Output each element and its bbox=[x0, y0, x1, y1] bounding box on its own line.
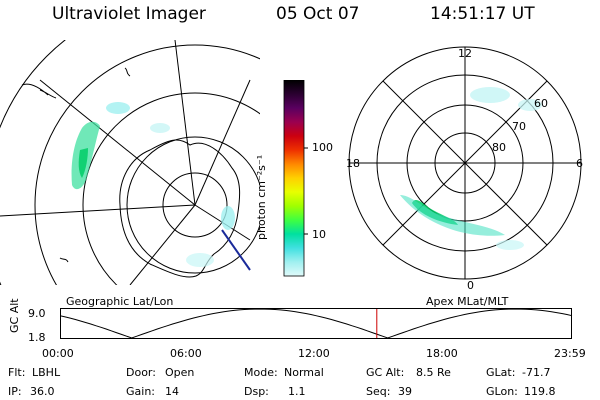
colorbar-rect bbox=[283, 80, 305, 277]
dsp-value: 1.1 bbox=[288, 385, 306, 398]
mlt-line bbox=[382, 80, 548, 246]
meridian bbox=[0, 204, 196, 217]
timeline-tick-0: 00:00 bbox=[42, 347, 74, 360]
lat-ring bbox=[34, 44, 260, 285]
flt-value: LBHL bbox=[32, 366, 61, 379]
gain-value: 14 bbox=[165, 385, 179, 398]
dsp-label: Dsp: bbox=[244, 385, 269, 398]
seq-label: Seq: bbox=[366, 385, 391, 398]
time-label: 14:51:17 UT bbox=[430, 4, 535, 24]
timeline-ymax: 9.0 bbox=[28, 307, 46, 320]
meridian bbox=[194, 79, 251, 206]
date-label: 05 Oct 07 bbox=[276, 4, 360, 24]
timeline-ylabel: GC Alt bbox=[8, 298, 21, 333]
timeline-tick-2: 12:00 bbox=[298, 347, 330, 360]
timeline-frame bbox=[60, 308, 572, 339]
glat-label: GLat: bbox=[486, 366, 516, 379]
apex-polar-map bbox=[348, 46, 582, 280]
timeline-ymin: 1.8 bbox=[28, 331, 46, 344]
glat-value: -71.7 bbox=[522, 366, 551, 379]
timeline-plot bbox=[60, 308, 573, 339]
colorbar-tick-100: 100 bbox=[312, 141, 333, 154]
colorbar bbox=[283, 80, 308, 277]
lat-ring bbox=[126, 136, 260, 274]
lat-ring bbox=[82, 92, 260, 285]
gcalt-value: 8.5 Re bbox=[416, 366, 451, 379]
colorbar-unit: photon cm⁻²s⁻¹ bbox=[255, 154, 268, 240]
coast-fragment bbox=[124, 67, 131, 77]
apex-label: Apex MLat/MLT bbox=[426, 295, 509, 308]
mlt-label-6: 6 bbox=[576, 157, 583, 170]
altitude-curve bbox=[60, 308, 573, 339]
mlat-label-80: 80 bbox=[492, 141, 506, 154]
coast-fragment bbox=[59, 257, 69, 263]
gcalt-label: GC Alt: bbox=[366, 366, 405, 379]
colorbar-tick-10: 10 bbox=[312, 228, 326, 241]
lat-ring bbox=[162, 172, 228, 238]
mlt-label-18: 18 bbox=[346, 157, 360, 170]
door-label: Door: bbox=[126, 366, 156, 379]
mlat-label-60: 60 bbox=[534, 97, 548, 110]
ip-value: 36.0 bbox=[30, 385, 55, 398]
aurora-emission bbox=[400, 87, 542, 250]
timeline-tick-4: 23:59 bbox=[554, 347, 586, 360]
mlt-label-0: 0 bbox=[467, 279, 474, 292]
glon-label: GLon: bbox=[486, 385, 518, 398]
mlt-label-12: 12 bbox=[458, 47, 472, 60]
gain-label: Gain: bbox=[126, 385, 155, 398]
geographic-map bbox=[0, 40, 260, 285]
door-value: Open bbox=[165, 366, 195, 379]
coast-fragment bbox=[21, 83, 57, 99]
timeline-tick-3: 18:00 bbox=[426, 347, 458, 360]
satellite-track bbox=[221, 229, 251, 271]
geographic-label: Geographic Lat/Lon bbox=[66, 295, 174, 308]
mode-value: Normal bbox=[284, 366, 324, 379]
seq-value: 39 bbox=[398, 385, 412, 398]
antarctica-coast bbox=[119, 139, 241, 278]
meridian bbox=[174, 40, 196, 206]
glon-value: 119.8 bbox=[524, 385, 556, 398]
aurora-emission bbox=[71, 102, 235, 267]
timeline-tick-1: 06:00 bbox=[170, 347, 202, 360]
instrument-title: Ultraviolet Imager bbox=[52, 4, 206, 24]
meridian bbox=[129, 204, 196, 285]
mlat-label-70: 70 bbox=[512, 120, 526, 133]
meridian bbox=[39, 79, 196, 206]
mode-label: Mode: bbox=[244, 366, 278, 379]
flt-label: Flt: bbox=[8, 366, 26, 379]
ip-label: IP: bbox=[8, 385, 22, 398]
